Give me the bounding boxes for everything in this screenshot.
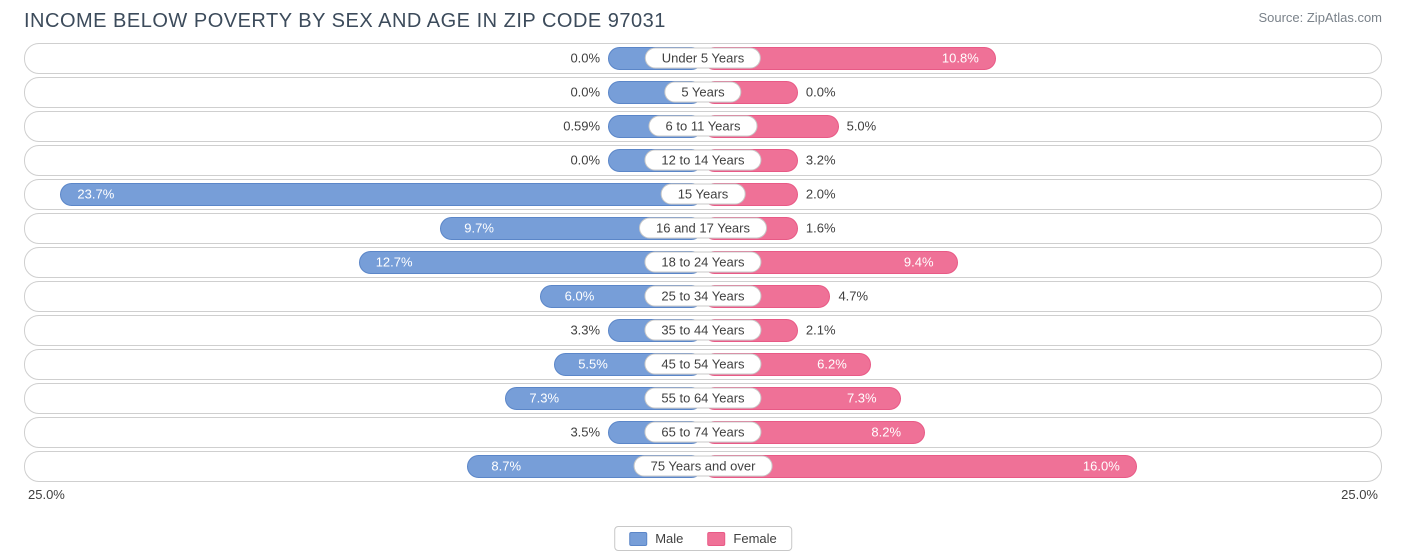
legend-male-label: Male [655, 531, 683, 546]
male-swatch-icon [629, 532, 647, 546]
female-value-label: 0.0% [806, 85, 836, 100]
female-value-label: 9.4% [904, 255, 934, 270]
chart-row: 12.7% 9.4% 18 to 24 Years [24, 247, 1382, 278]
category-label: 25 to 34 Years [644, 286, 761, 307]
legend-item-male: Male [629, 531, 683, 546]
category-label: 55 to 64 Years [644, 388, 761, 409]
female-value-label: 3.2% [806, 153, 836, 168]
chart-row: 5.5% 6.2% 45 to 54 Years [24, 349, 1382, 380]
male-value-label: 0.0% [570, 153, 600, 168]
male-value-label: 8.7% [491, 459, 521, 474]
category-label: 15 Years [661, 184, 746, 205]
male-value-label: 0.0% [570, 85, 600, 100]
category-label: 16 and 17 Years [639, 218, 767, 239]
male-value-label: 5.5% [578, 357, 608, 372]
female-value-label: 2.1% [806, 323, 836, 338]
female-value-label: 8.2% [871, 425, 901, 440]
axis-right-label: 25.0% [1341, 487, 1378, 502]
female-value-label: 16.0% [1083, 459, 1120, 474]
male-value-label: 0.0% [570, 51, 600, 66]
chart-row: 3.5% 8.2% 65 to 74 Years [24, 417, 1382, 448]
male-value-label: 3.3% [570, 323, 600, 338]
chart-title: INCOME BELOW POVERTY BY SEX AND AGE IN Z… [24, 10, 666, 33]
category-label: 65 to 74 Years [644, 422, 761, 443]
female-value-label: 2.0% [806, 187, 836, 202]
chart-source: Source: ZipAtlas.com [1258, 10, 1382, 25]
chart-row: 0.59% 5.0% 6 to 11 Years [24, 111, 1382, 142]
diverging-bar-chart: 0.0% 10.8% Under 5 Years 0.0% 0.0% 5 Years 0.5… [0, 37, 1406, 482]
category-label: 35 to 44 Years [644, 320, 761, 341]
category-label: 6 to 11 Years [649, 116, 758, 137]
chart-row: 23.7% 2.0% 15 Years [24, 179, 1382, 210]
x-axis: 25.0% 25.0% [0, 485, 1406, 502]
category-label: 45 to 54 Years [644, 354, 761, 375]
legend-female-label: Female [733, 531, 776, 546]
category-label: 12 to 14 Years [644, 150, 761, 171]
chart-row: 6.0% 4.7% 25 to 34 Years [24, 281, 1382, 312]
legend-item-female: Female [707, 531, 776, 546]
category-label: 75 Years and over [634, 456, 773, 477]
chart-row: 7.3% 7.3% 55 to 64 Years [24, 383, 1382, 414]
female-value-label: 10.8% [942, 51, 979, 66]
category-label: Under 5 Years [645, 48, 761, 69]
chart-row: 0.0% 3.2% 12 to 14 Years [24, 145, 1382, 176]
female-swatch-icon [707, 532, 725, 546]
chart-row: 3.3% 2.1% 35 to 44 Years [24, 315, 1382, 346]
female-value-label: 6.2% [817, 357, 847, 372]
chart-row: 9.7% 1.6% 16 and 17 Years [24, 213, 1382, 244]
female-value-label: 7.3% [847, 391, 877, 406]
chart-row: 0.0% 0.0% 5 Years [24, 77, 1382, 108]
legend: Male Female [614, 526, 792, 551]
category-label: 5 Years [664, 82, 741, 103]
chart-row: 8.7% 16.0% 75 Years and over [24, 451, 1382, 482]
female-value-label: 5.0% [847, 119, 877, 134]
axis-left-label: 25.0% [28, 487, 65, 502]
female-value-label: 1.6% [806, 221, 836, 236]
female-value-label: 4.7% [838, 289, 868, 304]
male-value-label: 9.7% [464, 221, 494, 236]
male-bar [60, 183, 703, 206]
chart-header: INCOME BELOW POVERTY BY SEX AND AGE IN Z… [0, 0, 1406, 37]
category-label: 18 to 24 Years [644, 252, 761, 273]
male-value-label: 0.59% [563, 119, 600, 134]
male-value-label: 3.5% [570, 425, 600, 440]
male-value-label: 6.0% [565, 289, 595, 304]
male-value-label: 7.3% [529, 391, 559, 406]
chart-row: 0.0% 10.8% Under 5 Years [24, 43, 1382, 74]
male-value-label: 23.7% [77, 187, 114, 202]
male-value-label: 12.7% [376, 255, 413, 270]
